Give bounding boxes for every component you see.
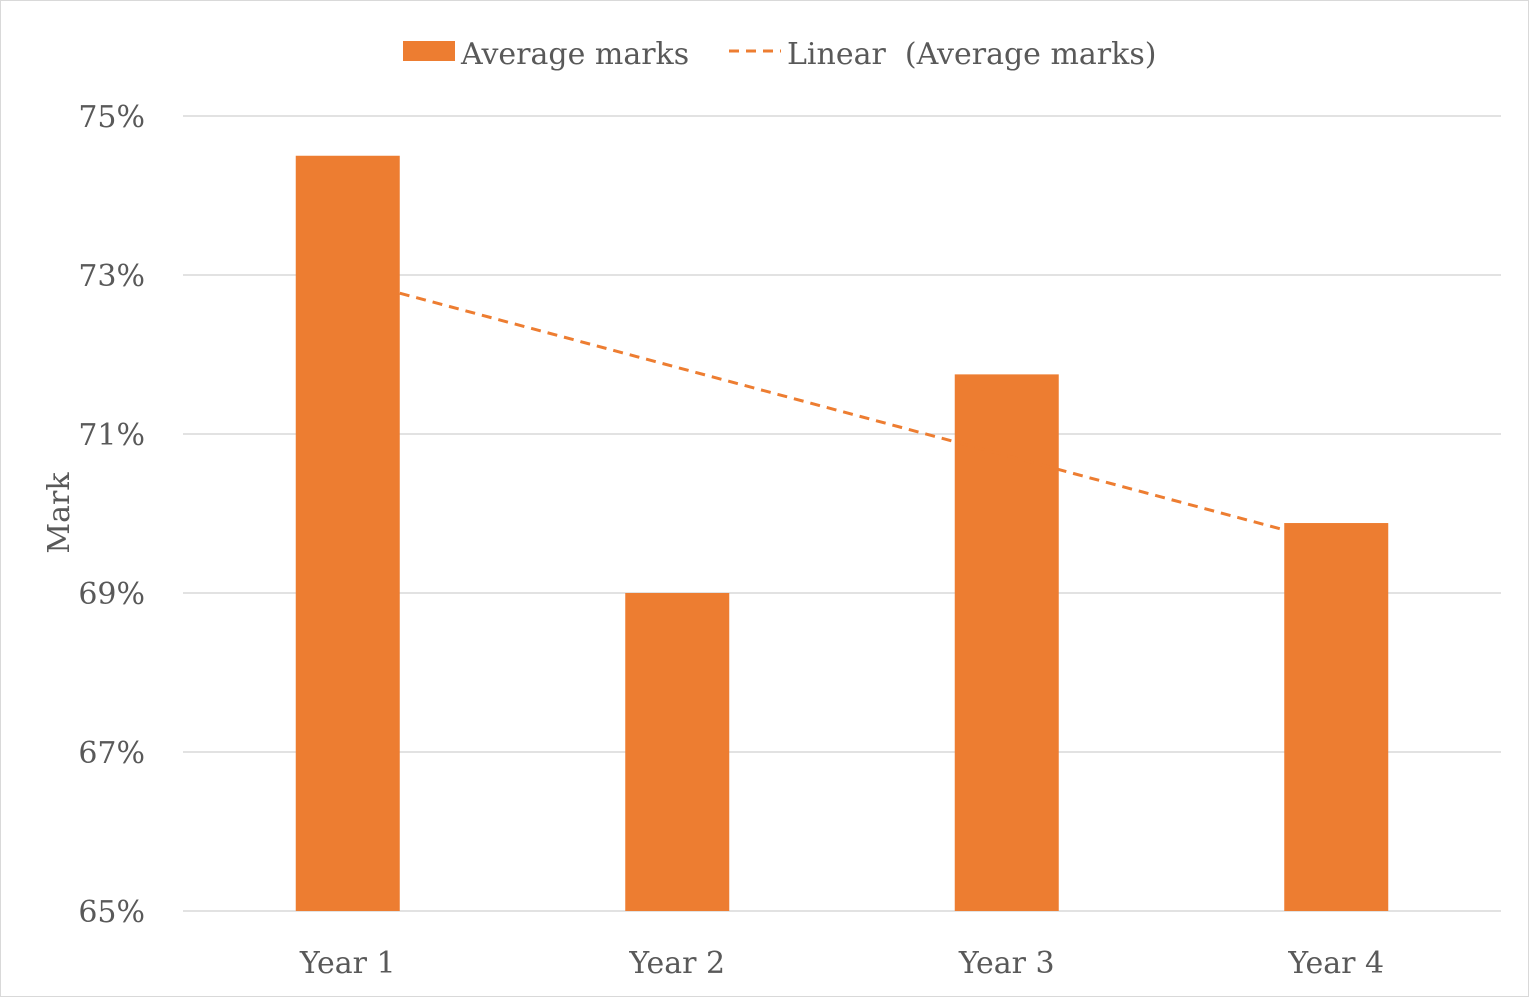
y-tick-label: 67% [78,736,145,771]
bar-year-3 [954,374,1059,911]
trendline [399,291,1285,532]
bar-year-1 [295,155,400,911]
y-tick-label: 75% [78,100,145,135]
y-tick-label: 71% [78,418,145,453]
legend: Average marks Linear (Average marks) [403,37,1156,72]
bars [295,155,1389,911]
legend-label-trendline: Linear (Average marks) [787,37,1156,72]
y-tick-label: 65% [78,895,145,930]
y-axis-title: Mark [42,472,77,554]
legend-swatch-average-marks [403,41,455,61]
x-tick-label: Year 4 [1287,946,1384,981]
x-axis-tick-labels: Year 1 Year 2 Year 3 Year 4 [299,946,1384,981]
y-tick-label: 73% [78,259,145,294]
legend-label-average-marks: Average marks [460,37,689,72]
bar-year-2 [625,593,730,911]
x-tick-label: Year 1 [299,946,396,981]
x-tick-label: Year 2 [628,946,725,981]
y-tick-label: 69% [78,577,145,612]
x-tick-label: Year 3 [958,946,1055,981]
gridlines [183,115,1501,912]
y-axis-tick-labels: 65% 67% 69% 71% 73% 75% [78,100,145,930]
bar-year-4 [1284,523,1389,911]
trendline-layer [399,291,1285,532]
